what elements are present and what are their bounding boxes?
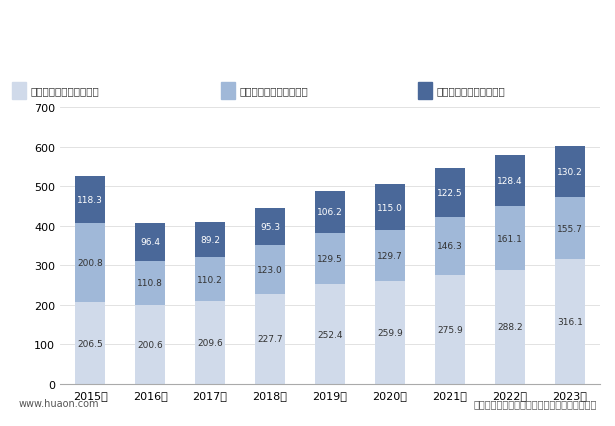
Bar	[495, 156, 525, 207]
Text: 122.5: 122.5	[437, 189, 463, 198]
Bar	[75, 223, 105, 302]
Text: 288.2: 288.2	[497, 323, 523, 332]
Text: 130.2: 130.2	[557, 168, 583, 177]
Bar	[12, 83, 26, 100]
Bar	[435, 217, 465, 275]
Text: 数据来源：辽宁省统计局；华经产业研究院整理: 数据来源：辽宁省统计局；华经产业研究院整理	[473, 398, 597, 408]
Bar	[418, 83, 432, 100]
Text: 第二产业增加值（亿元）: 第二产业增加值（亿元）	[240, 86, 309, 96]
Bar	[435, 275, 465, 384]
Bar	[315, 285, 345, 384]
Text: 275.9: 275.9	[437, 325, 463, 334]
Text: 110.8: 110.8	[137, 279, 163, 288]
Bar	[435, 169, 465, 217]
Bar	[135, 261, 165, 305]
Text: 95.3: 95.3	[260, 222, 280, 231]
Bar	[555, 147, 585, 198]
Text: 206.5: 206.5	[77, 339, 103, 348]
Text: 第三产业增加值（亿元）: 第三产业增加值（亿元）	[31, 86, 100, 96]
Text: 252.4: 252.4	[317, 330, 343, 339]
Text: 129.7: 129.7	[377, 251, 403, 260]
Text: 89.2: 89.2	[200, 236, 220, 245]
Bar	[75, 177, 105, 223]
Text: 128.4: 128.4	[497, 177, 523, 186]
Text: 209.6: 209.6	[197, 338, 223, 347]
Bar	[315, 233, 345, 285]
Text: 华经情报网: 华经情报网	[18, 9, 52, 19]
Bar	[555, 259, 585, 384]
Bar	[255, 208, 285, 246]
Bar	[315, 191, 345, 233]
Text: 110.2: 110.2	[197, 275, 223, 284]
Text: 200.6: 200.6	[137, 340, 163, 349]
Bar	[555, 198, 585, 259]
Bar	[135, 223, 165, 261]
Text: 115.0: 115.0	[377, 203, 403, 212]
Bar	[375, 282, 405, 384]
Text: 2015-2023年阜新市第一、第二及第三产业增加值: 2015-2023年阜新市第一、第二及第三产业增加值	[167, 43, 448, 60]
Text: 200.8: 200.8	[77, 259, 103, 268]
Bar	[495, 207, 525, 271]
Bar	[221, 83, 235, 100]
Bar	[75, 302, 105, 384]
Text: 161.1: 161.1	[497, 234, 523, 243]
Bar	[195, 223, 225, 258]
Bar	[495, 271, 525, 384]
Text: 96.4: 96.4	[140, 238, 160, 247]
Text: 118.3: 118.3	[77, 196, 103, 204]
Text: 专业严谨 • 客观科学: 专业严谨 • 客观科学	[534, 9, 597, 19]
Bar	[375, 230, 405, 282]
Text: 146.3: 146.3	[437, 242, 463, 251]
Text: 123.0: 123.0	[257, 265, 283, 274]
Bar	[255, 294, 285, 384]
Bar	[375, 185, 405, 230]
Bar	[135, 305, 165, 384]
Text: 316.1: 316.1	[557, 317, 583, 326]
Bar	[195, 301, 225, 384]
Text: 227.7: 227.7	[257, 335, 283, 344]
Text: 第一产业增加值（亿元）: 第一产业增加值（亿元）	[437, 86, 506, 96]
Text: 106.2: 106.2	[317, 208, 343, 217]
Bar	[195, 258, 225, 301]
Bar	[255, 246, 285, 294]
Text: 259.9: 259.9	[377, 328, 403, 337]
Text: 129.5: 129.5	[317, 254, 343, 263]
Text: 155.7: 155.7	[557, 224, 583, 233]
Text: www.huaon.com: www.huaon.com	[18, 398, 99, 408]
